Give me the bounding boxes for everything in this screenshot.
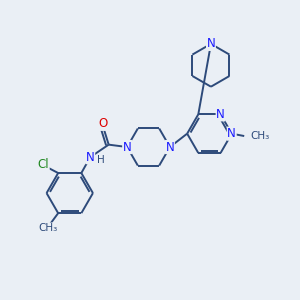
Text: N: N: [166, 140, 174, 154]
Text: Cl: Cl: [38, 158, 49, 171]
Text: N: N: [123, 140, 131, 154]
Text: N: N: [207, 38, 215, 50]
Text: CH₃: CH₃: [251, 131, 270, 141]
Text: O: O: [99, 117, 108, 130]
Text: CH₃: CH₃: [39, 223, 58, 233]
Text: N: N: [227, 127, 236, 140]
Text: N: N: [216, 108, 225, 121]
Text: N: N: [86, 151, 94, 164]
Text: H: H: [97, 155, 104, 165]
